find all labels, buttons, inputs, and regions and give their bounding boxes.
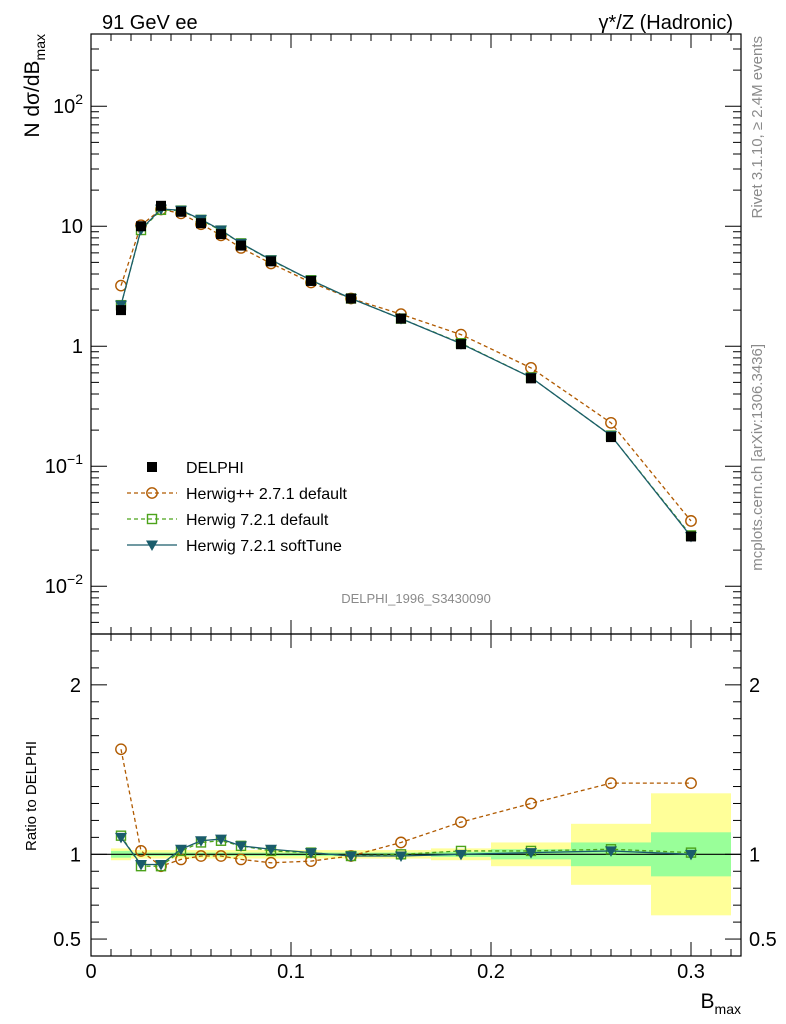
- ratio-point-herwig-7-2-1-softtune: [265, 844, 277, 856]
- main-axes: 102 10 1 10−1 10−2: [45, 33, 742, 635]
- ratio-point-herwig-2-7-1-default: [235, 853, 247, 866]
- main-plot: [115, 200, 697, 543]
- ratio-point-herwig-2-7-1-default: [265, 856, 277, 869]
- header-right: γ*/Z (Hadronic): [599, 12, 733, 34]
- ratio-y-axis-title: Ratio to DELPHI: [23, 741, 40, 851]
- data-point-delphi: [456, 339, 466, 350]
- legend-label: DELPHI: [186, 460, 244, 477]
- data-point-delphi: [156, 200, 166, 211]
- data-point-delphi: [346, 293, 356, 304]
- rivet-label: Rivet 3.1.10, ≥ 2.4M events: [749, 36, 766, 219]
- ratio-plot-frame: [90, 633, 742, 957]
- ratio-point-herwig-7-2-1-softtune: [605, 846, 617, 857]
- ratio-point-herwig-7-2-1-softtune: [235, 841, 247, 852]
- data-point-delphi: [266, 256, 276, 267]
- ratio-point-herwig-7-2-1-softtune: [395, 851, 407, 863]
- data-point-delphi: [116, 305, 126, 316]
- mcplots-label: mcplots.cern.ch [arXiv:1306.3436]: [749, 344, 766, 571]
- legend-label: Herwig++ 2.7.1 default: [186, 486, 348, 503]
- legend-item-herwig-2-7-1-default: Herwig++ 2.7.1 default: [127, 486, 348, 503]
- ratio-y-tick-label-right: 1: [749, 844, 760, 866]
- ratio-point-herwig-7-2-1-softtune: [195, 836, 207, 847]
- ratio-point-herwig-2-7-1-default: [455, 816, 467, 829]
- ratio-plot: [91, 743, 741, 873]
- y-tick-label: 1: [72, 336, 83, 358]
- data-point-delphi: [216, 229, 226, 240]
- data-point-herwig-2-7-1-default: [685, 515, 697, 527]
- data-point-delphi: [396, 313, 406, 324]
- ratio-point-herwig-7-2-1-softtune: [525, 848, 537, 859]
- ratio-line-herwig-2-7-1-default: [120, 749, 691, 867]
- analysis-label: DELPHI_1996_S3430090: [341, 591, 491, 606]
- ratio-point-herwig-2-7-1-default: [135, 845, 147, 857]
- ratio-axes: 0.5 0.5 1 1 2 2 0 0.1 0.2 0.3: [53, 633, 777, 983]
- data-point-delphi: [306, 275, 316, 286]
- ratio-point-herwig-2-7-1-default: [215, 850, 227, 862]
- ratio-point-herwig-7-2-1-softtune: [215, 834, 227, 846]
- data-point-delphi: [176, 206, 186, 217]
- legend-marker: [146, 513, 158, 525]
- ratio-point-herwig-7-2-1-softtune: [685, 849, 697, 861]
- legend-marker: [147, 462, 157, 472]
- ratio-point-herwig-7-2-1-softtune: [345, 851, 357, 863]
- data-point-delphi: [196, 218, 206, 229]
- legend-item-herwig-7-2-1-default: Herwig 7.2.1 default: [127, 512, 329, 529]
- data-point-delphi: [606, 432, 616, 443]
- ratio-point-herwig-7-2-1-softtune: [305, 848, 317, 859]
- y-tick-label: 10−1: [45, 451, 83, 478]
- ratio-y-tick-label-right: 0.5: [749, 929, 777, 951]
- data-point-delphi: [236, 240, 246, 251]
- ratio-point-herwig-2-7-1-default: [115, 743, 127, 756]
- ratio-y-tick-label: 2: [70, 675, 81, 697]
- data-point-herwig-2-7-1-default: [605, 416, 617, 429]
- x-axis-title: Bmax: [701, 990, 741, 1017]
- ratio-point-herwig-7-2-1-softtune: [135, 859, 147, 871]
- ratio-y-tick-label: 0.5: [53, 929, 81, 951]
- y-tick-label: 102: [53, 91, 83, 118]
- ratio-y-tick-label-right: 2: [749, 675, 760, 697]
- ratio-point-herwig-2-7-1-default: [195, 850, 207, 862]
- legend-item-herwig-7-2-1-softtune: Herwig 7.2.1 softTune: [127, 538, 342, 555]
- y-tick-label: 10: [61, 216, 83, 238]
- legend: DELPHI Herwig++ 2.7.1 default Herwig 7.2.1…: [127, 460, 348, 555]
- ratio-point-herwig-7-2-1-softtune: [115, 832, 127, 844]
- ratio-point-herwig-7-2-1-softtune: [155, 859, 167, 871]
- x-tick-label: 0.3: [677, 961, 705, 983]
- ratio-line-herwig-7-2-1-default: [120, 835, 692, 867]
- ratio-point-herwig-2-7-1-default: [525, 797, 537, 810]
- header-left: 91 GeV ee: [102, 12, 198, 34]
- legend-marker: [146, 540, 158, 551]
- legend-label: Herwig 7.2.1 default: [186, 512, 329, 529]
- x-tick-label: 0.1: [277, 961, 305, 983]
- ratio-point-herwig-2-7-1-default: [605, 777, 617, 790]
- y-tick-label: 10−2: [45, 571, 83, 598]
- ratio-point-herwig-2-7-1-default: [395, 836, 407, 849]
- data-point-delphi: [686, 531, 696, 542]
- x-tick-label: 0.2: [477, 961, 505, 983]
- ratio-point-herwig-2-7-1-default: [685, 777, 697, 790]
- x-tick-label: 0: [85, 961, 96, 983]
- data-point-delphi: [136, 221, 146, 232]
- legend-item-delphi: DELPHI: [147, 460, 244, 477]
- ratio-point-herwig-7-2-1-softtune: [175, 844, 187, 856]
- legend-label: Herwig 7.2.1 softTune: [186, 538, 342, 555]
- legend-marker: [146, 487, 158, 499]
- ratio-y-tick-label: 1: [70, 844, 81, 866]
- main-y-axis-title: N dσ/dBmax: [21, 34, 48, 138]
- data-point-delphi: [526, 373, 536, 384]
- ratio-point-herwig-7-2-1-softtune: [455, 849, 467, 861]
